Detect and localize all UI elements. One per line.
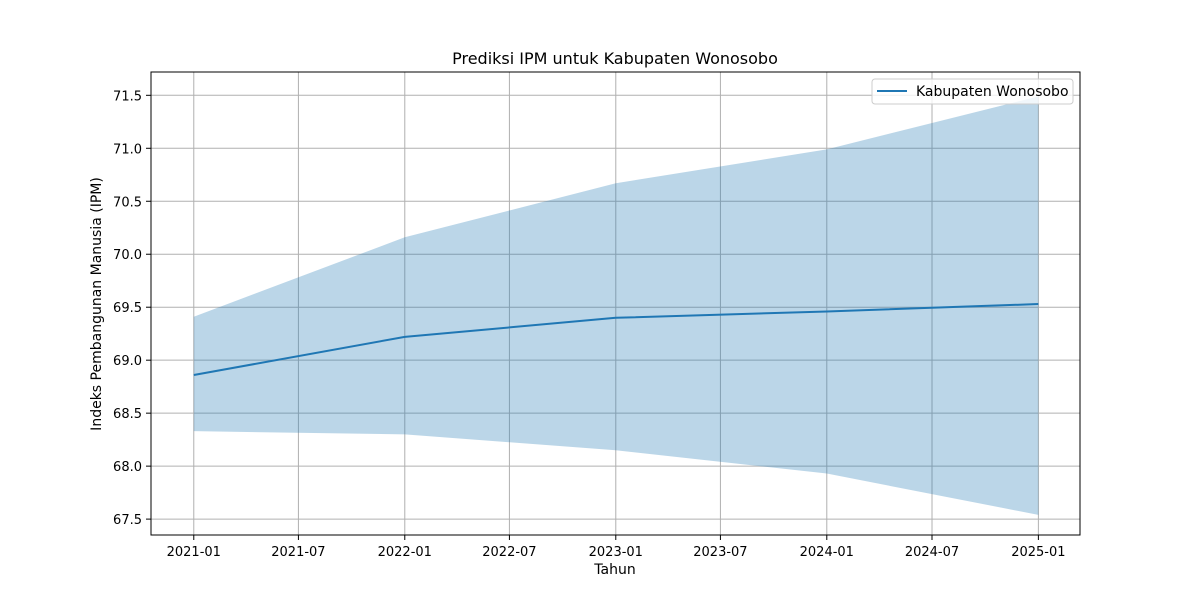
series-line xyxy=(193,303,1039,377)
y-tick-label: 68.0 xyxy=(113,460,142,475)
x-tick-label: 2022-01 xyxy=(378,545,432,560)
x-tick-label: 2024-01 xyxy=(800,545,854,560)
y-ticks: 67.5 68.0 68.5 69.0 69.5 70.0 70.5 71.0 71.5 xyxy=(113,89,151,528)
x-tick-label: 2022-07 xyxy=(482,545,536,560)
y-axis-label: Indeks Pembangunan Manusia (IPM) xyxy=(89,177,105,431)
y-tick-label: 69.5 xyxy=(113,301,142,316)
legend-label: Kabupaten Wonosobo xyxy=(916,84,1069,100)
x-tick-label: 2021-07 xyxy=(271,545,325,560)
y-tick-label: 69.0 xyxy=(113,354,142,369)
y-tick-label: 67.5 xyxy=(113,513,142,528)
y-tick-label: 70.0 xyxy=(113,248,142,263)
series-line-layer xyxy=(193,303,1039,377)
x-tick-label: 2024-07 xyxy=(905,545,959,560)
y-tick-label: 71.0 xyxy=(113,142,142,157)
x-axis-label: Tahun xyxy=(593,562,635,578)
confidence-band xyxy=(193,96,1039,515)
legend: Kabupaten Wonosobo xyxy=(871,78,1074,105)
x-ticks: 2021-01 2021-07 2022-01 2022-07 2023-01 2023-… xyxy=(167,535,1066,560)
confidence-band-layer xyxy=(193,96,1039,515)
x-tick-label: 2023-07 xyxy=(693,545,747,560)
x-tick-label: 2021-01 xyxy=(167,545,221,560)
y-tick-label: 71.5 xyxy=(113,89,142,104)
x-tick-label: 2023-01 xyxy=(589,545,643,560)
legend-box xyxy=(871,78,1074,105)
chart-title: Prediksi IPM untuk Kabupaten Wonosobo xyxy=(452,49,778,68)
y-tick-label: 70.5 xyxy=(113,195,142,210)
y-tick-label: 68.5 xyxy=(113,407,142,422)
x-tick-label: 2025-01 xyxy=(1011,545,1065,560)
